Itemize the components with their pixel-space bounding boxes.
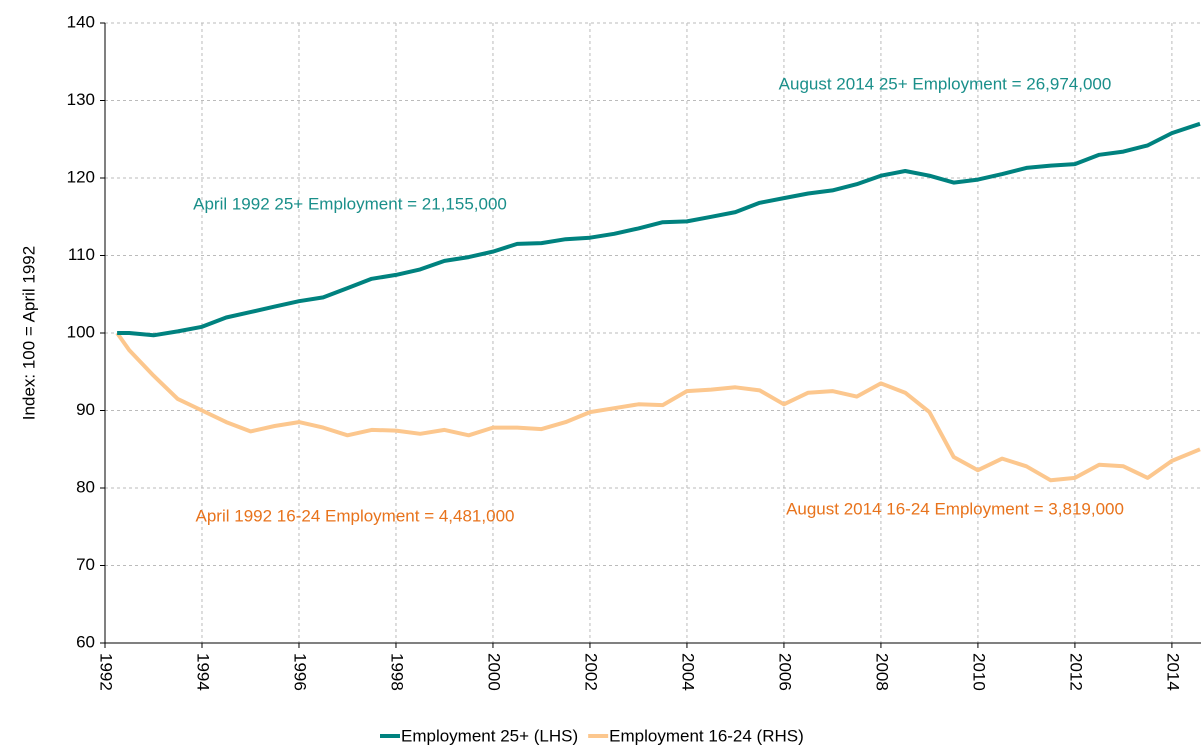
legend-label: Employment 16-24 (RHS) [609,726,804,745]
x-tick-label: 2014 [1163,653,1182,691]
annotation: April 1992 25+ Employment = 21,155,000 [193,194,507,213]
series-line [115,331,1201,483]
annotation: August 2014 16-24 Employment = 3,819,000 [786,499,1124,518]
y-tick-label: 110 [68,245,95,264]
y-tick-label: 120 [67,167,95,186]
y-tick-label: 130 [67,90,95,109]
series-line [117,121,1201,338]
x-tick-label: 1992 [97,653,116,691]
x-tick-label: 2008 [872,653,891,691]
x-tick-label: 2010 [969,653,988,691]
annotation: August 2014 25+ Employment = 26,974,000 [779,74,1112,93]
y-tick-label: 70 [76,555,95,574]
y-tick-label: 80 [76,477,95,496]
y-axis-label: Index: 100 = April 1992 [19,246,38,420]
x-tick-label: 2012 [1066,653,1085,691]
x-tick-label: 2002 [581,653,600,691]
y-tick-label: 100 [67,322,95,341]
y-tick-label: 140 [67,12,95,31]
annotation: April 1992 16-24 Employment = 4,481,000 [196,506,515,525]
x-tick-label: 2004 [678,653,697,691]
x-tick-label: 1994 [194,653,213,691]
x-tick-label: 2000 [484,653,503,691]
y-tick-label: 60 [76,632,95,651]
x-tick-label: 1998 [387,653,406,691]
y-tick-label: 90 [76,400,95,419]
legend-label: Employment 25+ (LHS) [401,726,578,745]
x-tick-label: 2006 [775,653,794,691]
x-tick-label: 1996 [290,653,309,691]
